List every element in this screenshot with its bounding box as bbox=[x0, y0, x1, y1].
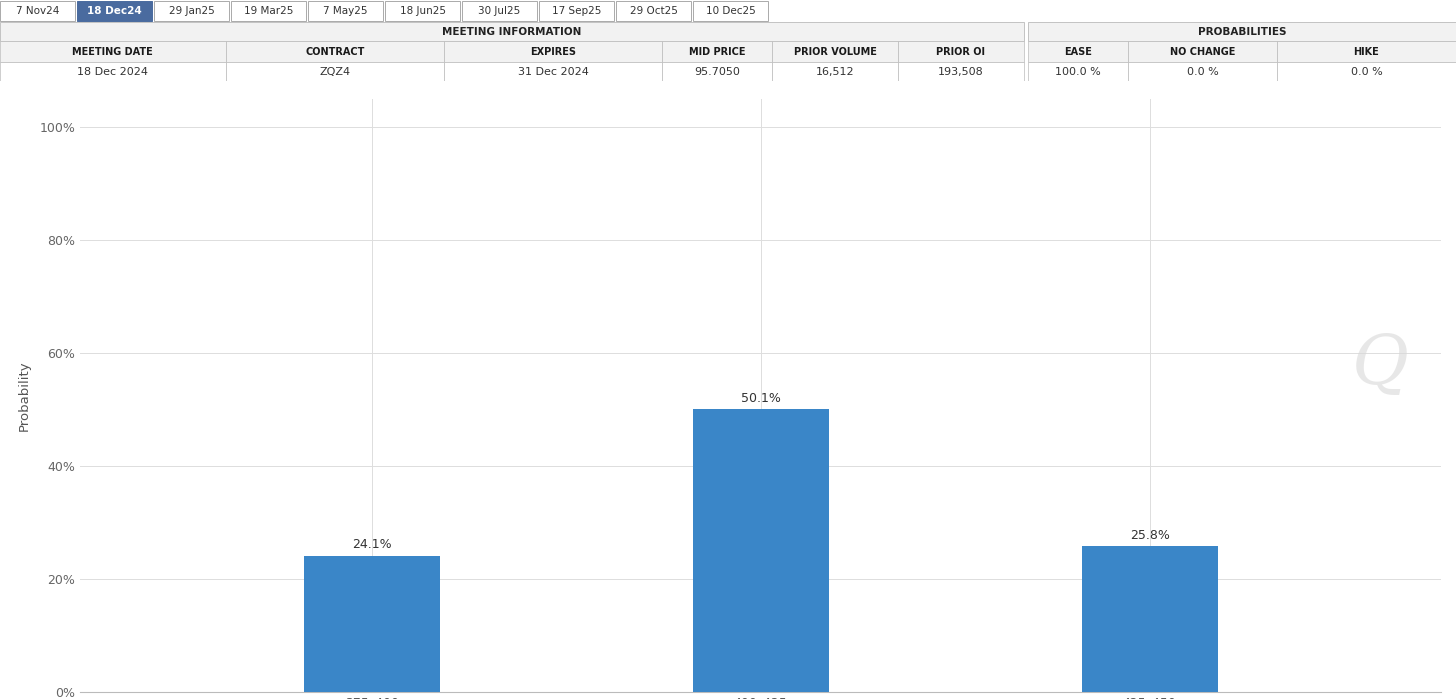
FancyBboxPatch shape bbox=[226, 62, 444, 82]
Bar bbox=[304, 556, 440, 692]
FancyBboxPatch shape bbox=[1028, 41, 1128, 62]
Text: Current target rate is 475–500: Current target rate is 475–500 bbox=[655, 26, 866, 40]
Text: 193,508: 193,508 bbox=[938, 67, 984, 77]
Text: 25.8%: 25.8% bbox=[1130, 528, 1169, 542]
FancyBboxPatch shape bbox=[77, 1, 151, 21]
FancyBboxPatch shape bbox=[693, 1, 767, 21]
FancyBboxPatch shape bbox=[444, 62, 662, 82]
FancyBboxPatch shape bbox=[384, 1, 460, 21]
Text: MEETING INFORMATION: MEETING INFORMATION bbox=[443, 27, 581, 36]
Text: HIKE: HIKE bbox=[1354, 47, 1379, 57]
FancyBboxPatch shape bbox=[772, 41, 898, 62]
Text: CONTRACT: CONTRACT bbox=[306, 47, 364, 57]
FancyBboxPatch shape bbox=[1277, 62, 1456, 82]
Text: 16,512: 16,512 bbox=[815, 67, 855, 77]
Bar bbox=[1082, 547, 1217, 692]
Text: 100.0 %: 100.0 % bbox=[1056, 67, 1101, 77]
Text: ≡: ≡ bbox=[1427, 22, 1441, 40]
Text: 29 Oct25: 29 Oct25 bbox=[629, 6, 677, 16]
Text: 30 Jul25: 30 Jul25 bbox=[479, 6, 521, 16]
Text: 17 Sep25: 17 Sep25 bbox=[552, 6, 601, 16]
FancyBboxPatch shape bbox=[232, 1, 306, 21]
Text: MID PRICE: MID PRICE bbox=[689, 47, 745, 57]
Bar bbox=[693, 409, 828, 692]
FancyBboxPatch shape bbox=[0, 41, 226, 62]
FancyBboxPatch shape bbox=[1277, 41, 1456, 62]
Text: Q: Q bbox=[1351, 333, 1408, 399]
Text: PRIOR VOLUME: PRIOR VOLUME bbox=[794, 47, 877, 57]
FancyBboxPatch shape bbox=[154, 1, 229, 21]
FancyBboxPatch shape bbox=[898, 41, 1024, 62]
Text: 18 Jun25: 18 Jun25 bbox=[399, 6, 446, 16]
FancyBboxPatch shape bbox=[662, 41, 772, 62]
Text: PROBABILITIES: PROBABILITIES bbox=[1198, 27, 1286, 36]
Text: 24.1%: 24.1% bbox=[352, 538, 392, 552]
Text: MEETING DATE: MEETING DATE bbox=[73, 47, 153, 57]
FancyBboxPatch shape bbox=[226, 41, 444, 62]
Text: ZQZ4: ZQZ4 bbox=[319, 67, 351, 77]
Text: PRIOR OI: PRIOR OI bbox=[936, 47, 986, 57]
FancyBboxPatch shape bbox=[309, 1, 383, 21]
FancyBboxPatch shape bbox=[1128, 62, 1277, 82]
Text: 18 Dec 2024: 18 Dec 2024 bbox=[77, 67, 149, 77]
FancyBboxPatch shape bbox=[1028, 22, 1456, 41]
Text: TARGET RATE PROBABILITIES FOR 18 DEC 2024 FED MEETING: TARGET RATE PROBABILITIES FOR 18 DEC 202… bbox=[26, 24, 550, 40]
Text: 18 Dec24: 18 Dec24 bbox=[87, 6, 141, 16]
Text: 0.0 %: 0.0 % bbox=[1351, 67, 1382, 77]
Text: 31 Dec 2024: 31 Dec 2024 bbox=[518, 67, 588, 77]
Text: 10 Dec25: 10 Dec25 bbox=[706, 6, 756, 16]
FancyBboxPatch shape bbox=[444, 41, 662, 62]
FancyBboxPatch shape bbox=[0, 62, 226, 82]
FancyBboxPatch shape bbox=[462, 1, 537, 21]
FancyBboxPatch shape bbox=[539, 1, 614, 21]
FancyBboxPatch shape bbox=[1028, 62, 1128, 82]
Text: 19 Mar25: 19 Mar25 bbox=[243, 6, 293, 16]
FancyBboxPatch shape bbox=[898, 62, 1024, 82]
Text: EXPIRES: EXPIRES bbox=[530, 47, 577, 57]
Text: 7 Nov24: 7 Nov24 bbox=[16, 6, 60, 16]
Text: 7 May25: 7 May25 bbox=[323, 6, 368, 16]
FancyBboxPatch shape bbox=[662, 62, 772, 82]
Text: 50.1%: 50.1% bbox=[741, 391, 780, 405]
Text: 0.0 %: 0.0 % bbox=[1187, 67, 1219, 77]
Y-axis label: Probability: Probability bbox=[17, 360, 31, 431]
Text: NO CHANGE: NO CHANGE bbox=[1171, 47, 1235, 57]
FancyBboxPatch shape bbox=[616, 1, 692, 21]
FancyBboxPatch shape bbox=[1128, 41, 1277, 62]
Text: 29 Jan25: 29 Jan25 bbox=[169, 6, 214, 16]
Text: EASE: EASE bbox=[1064, 47, 1092, 57]
FancyBboxPatch shape bbox=[0, 22, 1024, 41]
Text: 95.7050: 95.7050 bbox=[695, 67, 740, 77]
FancyBboxPatch shape bbox=[772, 62, 898, 82]
FancyBboxPatch shape bbox=[0, 1, 76, 21]
